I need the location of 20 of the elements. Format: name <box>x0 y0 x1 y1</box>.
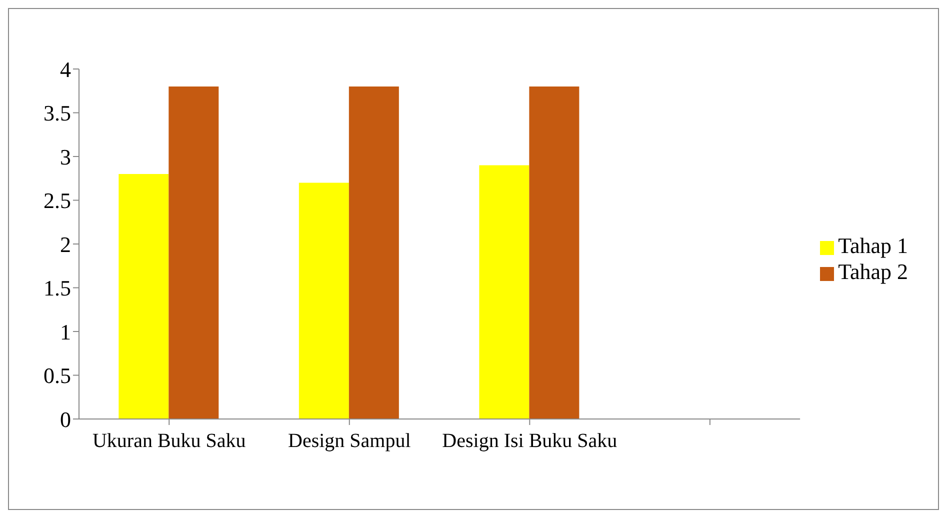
bar <box>348 86 399 419</box>
y-tick-label: 4 <box>60 56 71 82</box>
y-tick-label: 3 <box>60 144 71 170</box>
x-tick-label: Design Sampul <box>288 430 412 452</box>
y-tick-label: 2.5 <box>44 188 71 214</box>
legend-label: Tahap 1 <box>838 233 908 258</box>
x-tick-label: Design Isi Buku Saku <box>442 430 618 452</box>
bar <box>298 182 349 419</box>
bar <box>529 86 580 419</box>
y-tick-label: 0 <box>60 406 71 432</box>
x-tick-label: Ukuran Buku Saku <box>92 430 246 452</box>
y-tick-label: 1.5 <box>44 276 71 301</box>
bar <box>479 165 530 419</box>
y-tick-label: 0.5 <box>44 363 71 388</box>
y-tick-label: 3.5 <box>44 100 71 126</box>
y-tick-label: 1 <box>60 319 71 344</box>
legend-label: Tahap 2 <box>838 259 908 284</box>
bar <box>168 86 219 419</box>
y-tick-label: 2 <box>60 232 71 257</box>
bar <box>118 174 169 419</box>
